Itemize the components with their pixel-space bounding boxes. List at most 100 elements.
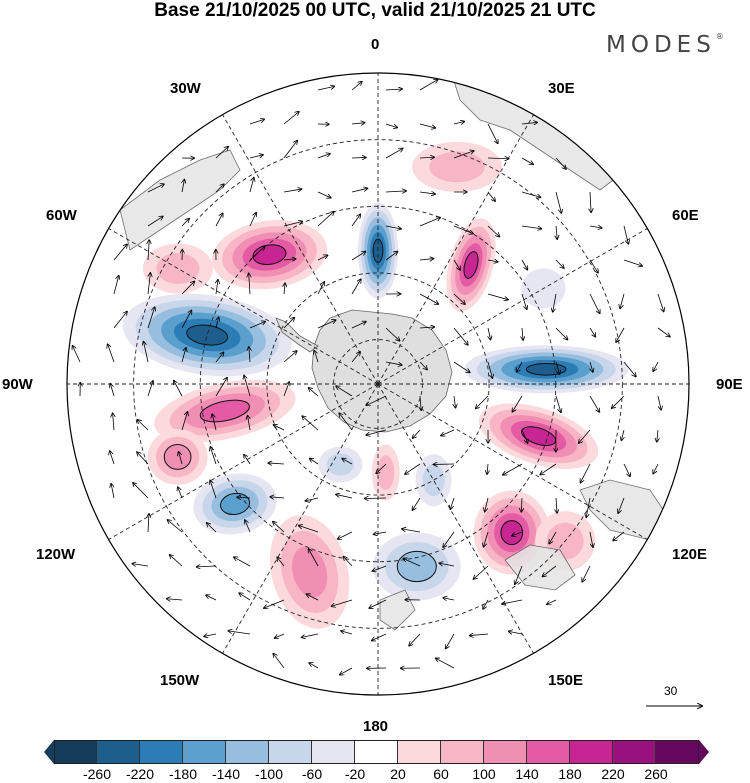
wind-arrow [132, 564, 149, 566]
wind-arrow [385, 191, 406, 192]
wind-arrow [512, 395, 523, 412]
colorbar-cell [527, 740, 570, 764]
wind-arrow [372, 565, 387, 571]
wind-arrow [336, 386, 353, 397]
wind-arrow [555, 361, 559, 374]
wind-arrow [212, 414, 217, 431]
wind-arrow [283, 222, 302, 227]
wind-arrow [441, 429, 455, 436]
wind-arrow [589, 259, 598, 273]
wind-arrow [309, 388, 319, 397]
positive-anomaly [412, 141, 503, 192]
colorbar-cell [484, 740, 527, 764]
colorbar-tick-label: 60 [433, 766, 449, 782]
wind-arrow [207, 523, 217, 533]
positive-anomaly [446, 218, 496, 312]
wind-arrow [216, 280, 218, 295]
wind-arrow [419, 327, 434, 328]
wind-arrow [182, 180, 184, 193]
wind-arrow [113, 413, 114, 431]
wind-arrow [517, 361, 523, 372]
wind-arrow [589, 395, 599, 412]
wind-arrow [283, 351, 297, 363]
positive-anomaly [154, 379, 296, 443]
colorbar-max-extension [699, 740, 709, 764]
reference-vector-value: 30 [664, 684, 678, 698]
negative-anomaly [318, 446, 363, 483]
lon-label-90w: 90W [2, 376, 33, 393]
wind-arrow [108, 344, 115, 363]
wind-arrow [181, 348, 186, 363]
wind-arrow [244, 455, 251, 465]
wind-arrow [555, 157, 566, 169]
wind-arrow [244, 375, 251, 397]
wind-arrow [549, 531, 557, 544]
wind-arrow [245, 520, 251, 533]
wind-arrow [419, 293, 438, 304]
latitude-circle [266, 272, 490, 496]
wind-arrow [73, 346, 81, 363]
registered-mark: ® [715, 32, 724, 42]
wind-arrow [403, 558, 421, 567]
wind-arrow [113, 276, 119, 295]
wind-arrow [657, 395, 661, 410]
wind-arrow [336, 494, 353, 499]
wind-arrow [540, 463, 557, 475]
wind-arrow [623, 361, 636, 377]
colorbar-tick-label: -180 [168, 766, 198, 782]
wind-arrow [589, 531, 593, 547]
wind-arrow [237, 497, 251, 498]
wind-arrow [512, 531, 523, 536]
wind-arrow [338, 531, 353, 539]
wind-arrow [385, 225, 401, 229]
lon-label-180: 180 [363, 718, 389, 735]
wind-arrow [351, 322, 366, 329]
wind-arrow [204, 634, 217, 636]
wind-arrow [420, 395, 421, 410]
lon-label-150w: 150W [160, 672, 200, 689]
wind-arrow [580, 463, 591, 483]
wind-arrow [314, 351, 319, 363]
positive-anomaly [269, 514, 350, 629]
colorbar-cell [355, 740, 398, 764]
colorbar-tick-label: -140 [211, 766, 241, 782]
colorbar-tick-label: 180 [558, 766, 582, 782]
wind-arrow [306, 594, 319, 601]
wind-arrow [147, 381, 153, 397]
wind-arrow [317, 154, 330, 159]
wind-arrow [503, 463, 523, 475]
wind-arrow [284, 283, 285, 295]
latitude-circle [133, 139, 623, 629]
wind-arrow [542, 565, 557, 576]
colorbar-cell [441, 740, 484, 764]
wind-arrow [521, 259, 527, 270]
wind-arrow [137, 452, 149, 465]
meridian-line [377, 228, 648, 385]
wind-arrow [385, 327, 400, 341]
wind-arrow [216, 317, 219, 329]
wind-arrow [616, 327, 625, 342]
wind-arrow [249, 119, 264, 125]
wind-arrow [385, 89, 402, 90]
anomaly-contour [186, 324, 229, 346]
negative-anomaly [464, 345, 629, 394]
wind-arrow [113, 244, 127, 261]
wind-arrow [210, 480, 217, 499]
wind-arrow [487, 225, 499, 237]
wind-arrow [137, 420, 149, 431]
wind-arrow [521, 225, 541, 229]
wind-arrow [210, 447, 217, 465]
wind-arrow [110, 384, 115, 397]
anomaly-contour [326, 453, 354, 476]
wind-arrow [402, 529, 421, 533]
wind-arrow [340, 667, 353, 675]
wind-arrow [206, 595, 217, 601]
lon-label-120w: 120W [36, 546, 76, 563]
wind-arrow [376, 463, 387, 473]
lon-label-0: 0 [371, 36, 380, 53]
colorbar-tick-label: -220 [125, 766, 155, 782]
wind-arrow [275, 633, 285, 638]
colorbar-tick-label: -100 [254, 766, 284, 782]
wind-arrow [181, 281, 194, 295]
